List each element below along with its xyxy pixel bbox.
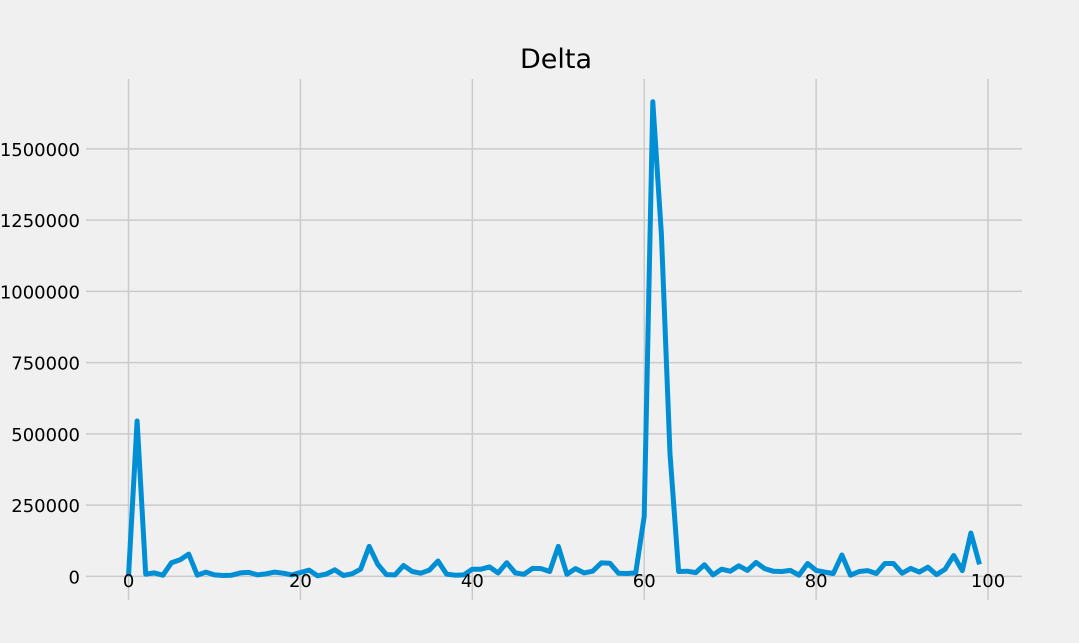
x-tick-label: 40 [461,571,484,592]
y-tick-label: 1250000 [0,211,80,232]
y-tick-label: 250000 [11,496,80,517]
x-tick-label: 60 [633,571,656,592]
x-tick-labels: 0 20 40 60 80 100 [123,571,1005,592]
y-tick-label: 0 [69,567,80,588]
x-tick-label: 0 [123,571,134,592]
y-tick-label: 750000 [11,354,80,375]
y-tick-label: 1500000 [0,140,80,161]
chart-title: Delta [520,44,592,75]
x-tick-label: 20 [289,571,312,592]
x-tick-label: 100 [971,571,1005,592]
series-line [126,99,982,579]
y-tick-labels: 0 250000 500000 750000 1000000 1250000 1500000 [0,140,80,589]
y-gridlines [86,148,1022,578]
series-layer [126,99,982,579]
y-tick-label: 1000000 [0,282,80,303]
y-tick-label: 500000 [11,425,80,446]
x-tick-label: 80 [805,571,828,592]
x-gridlines [127,79,989,600]
